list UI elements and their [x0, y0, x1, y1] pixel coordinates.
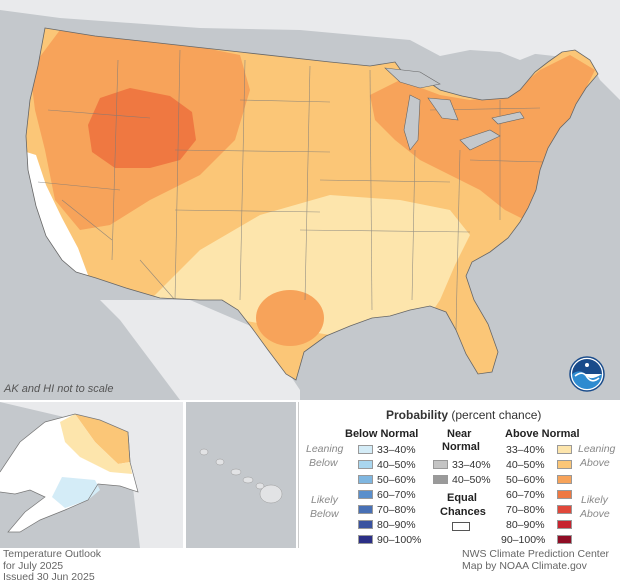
above-label: 90–100% [501, 534, 546, 546]
above-swatch [557, 505, 572, 514]
likely-below-label-1: Likely [311, 494, 338, 506]
footer-issued: Issued 30 Jun 2025 [3, 571, 95, 583]
above-label: 80–90% [506, 519, 545, 531]
above-label: 60–70% [506, 489, 545, 501]
footer-title: Temperature Outlook [3, 548, 102, 560]
above-normal-header: Above Normal [505, 428, 580, 440]
footer-credits: NWS Climate Prediction Center Map by NOA… [462, 548, 610, 572]
below-label: 80–90% [377, 519, 416, 531]
conus-map-svg [0, 0, 620, 400]
below-swatch [358, 505, 373, 514]
leaning-above-label-2: Above [580, 457, 610, 469]
below-label: 90–100% [377, 534, 422, 546]
near-swatch [433, 475, 448, 484]
footer-credit-map: Map by NOAA Climate.gov [462, 559, 587, 572]
above-swatch [557, 445, 572, 454]
above-swatch [557, 535, 572, 544]
below-swatch [358, 520, 373, 529]
likely-above-label-2: Above [580, 508, 610, 520]
conus-map: AK and HI not to scale [0, 0, 620, 400]
above-swatch [557, 490, 572, 499]
above-label: 33–40% [506, 444, 545, 456]
near-label: 40–50% [452, 474, 491, 486]
footer-period: for July 2025 [3, 559, 64, 572]
hawaii-inset [186, 402, 296, 548]
below-label: 70–80% [377, 504, 416, 516]
hawaii-inset-svg [199, 448, 283, 504]
equal-chances-swatch [452, 522, 470, 531]
leaning-below-label-2: Below [309, 457, 338, 469]
below-label: 40–50% [377, 459, 416, 471]
above-swatch [557, 520, 572, 529]
footer-outlook-info: Temperature Outlook for July 2025 Issued… [3, 548, 102, 584]
below-normal-header: Below Normal [345, 428, 419, 440]
likely-below-label-2: Below [310, 508, 339, 520]
leaning-below-label-1: Leaning [306, 443, 344, 455]
alaska-inset [0, 402, 183, 548]
below-swatch [358, 490, 373, 499]
below-swatch [358, 460, 373, 469]
leaning-above-label-1: Leaning [578, 443, 616, 455]
equal-chances-label-2: Chances [440, 506, 486, 518]
above-swatch [557, 475, 572, 484]
scale-note: AK and HI not to scale [4, 383, 114, 395]
alaska-inset-svg [0, 402, 183, 548]
near-normal-header-2: Normal [442, 441, 480, 453]
below-swatch [358, 475, 373, 484]
below-label: 60–70% [377, 489, 416, 501]
below-label: 33–40% [377, 444, 416, 456]
legend-title: Probability (percent chance) [386, 408, 542, 422]
below-swatch [358, 445, 373, 454]
near-swatch [433, 460, 448, 469]
likely-above-label-1: Likely [581, 494, 608, 506]
near-label: 33–40% [452, 459, 491, 471]
below-swatch [358, 535, 373, 544]
above-label: 70–80% [506, 504, 545, 516]
footer-credit-cpc: NWS Climate Prediction Center [462, 548, 610, 560]
above-label: 40–50% [506, 459, 545, 471]
equal-chances-label-1: Equal [447, 492, 477, 504]
below-label: 50–60% [377, 474, 416, 486]
near-normal-header-1: Near [447, 428, 472, 440]
above-label: 50–60% [506, 474, 545, 486]
legend: Probability (percent chance) Below Norma… [298, 402, 620, 548]
above-swatch [557, 460, 572, 469]
noaa-logo [569, 356, 605, 392]
